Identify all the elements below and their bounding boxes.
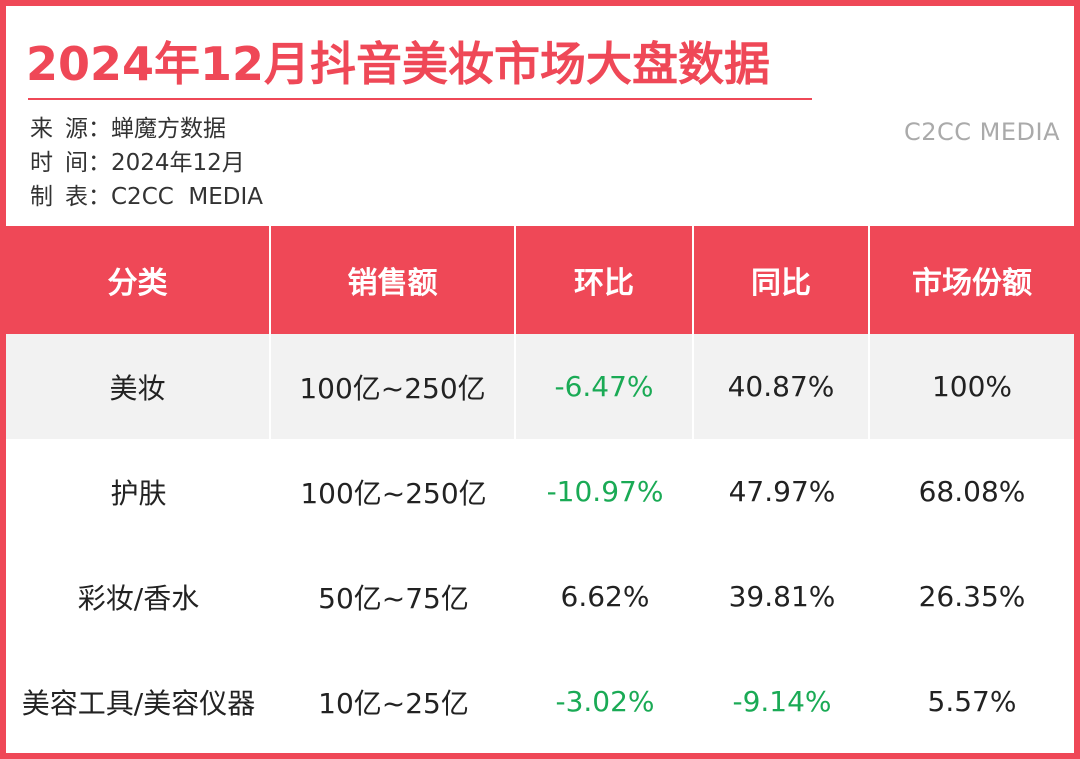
cell-yoy: 39.81% (728, 580, 836, 613)
table-row: 美妆 100亿~250亿 -6.47% 40.87% 100% (6, 334, 1074, 439)
meta-maker-value: C2CC MEDIA (111, 184, 264, 210)
cell-share: 100% (931, 370, 1013, 403)
meta-time: 时间： 2024年12月 (30, 146, 263, 180)
table-row: 护肤 100亿~250亿 -10.97% 47.97% 68.08% (6, 439, 1074, 544)
meta-colon: ： (88, 184, 111, 210)
cell-sales: 10亿~25亿 (318, 686, 469, 720)
table-row: 美容工具/美容仪器 10亿~25亿 -3.02% -9.14% 5.57% (6, 649, 1074, 754)
cell-mom: 6.62% (560, 580, 650, 613)
meta-source-value: 蝉魔方数据 (111, 116, 226, 142)
meta-source-label: 来源 (30, 116, 100, 142)
cell-sales: 50亿~75亿 (318, 581, 469, 615)
meta-maker: 制表： C2CC MEDIA (30, 180, 263, 214)
cell-mom: -6.47% (516, 334, 694, 439)
cell-yoy: 40.87% (694, 334, 870, 439)
header-mom: 环比 (516, 226, 694, 334)
cell-category: 美妆 (6, 334, 271, 439)
cell-category: 美容工具/美容仪器 (21, 686, 256, 720)
cell-sales: 100亿~250亿 (271, 334, 516, 439)
header-sales: 销售额 (271, 226, 516, 334)
cell-category: 护肤 (110, 476, 167, 510)
cell-share: 26.35% (918, 580, 1026, 613)
header-category: 分类 (6, 226, 271, 334)
header-yoy: 同比 (694, 226, 870, 334)
cell-category: 彩妆/香水 (77, 581, 200, 615)
meta-colon: ： (88, 116, 111, 142)
meta-colon: ： (88, 150, 111, 176)
data-table: 分类 销售额 环比 同比 市场份额 美妆 100亿~250亿 -6.47% 40… (6, 226, 1074, 759)
meta-time-label: 时间 (30, 150, 100, 176)
header-share: 市场份额 (912, 266, 1032, 301)
table-row: 彩妆/香水 50亿~75亿 6.62% 39.81% 26.35% (6, 544, 1074, 649)
title-underline (28, 98, 812, 100)
cell-share: 68.08% (918, 475, 1026, 508)
table-header-row: 分类 销售额 环比 同比 市场份额 (6, 226, 1074, 334)
cell-sales: 100亿~250亿 (300, 476, 487, 510)
cell-yoy: 47.97% (728, 475, 836, 508)
meta-source: 来源：蝉魔方数据 (30, 112, 263, 146)
cell-share: 5.57% (927, 685, 1017, 718)
brand-watermark: C2CC MEDIA (903, 118, 1060, 146)
meta-maker-label: 制表 (30, 184, 100, 210)
report-header: 2024年12月抖音美妆市场大盘数据 来源：蝉魔方数据 时间： 2024年12月 … (6, 6, 1074, 226)
cell-mom: -3.02% (555, 685, 655, 718)
page-title: 2024年12月抖音美妆市场大盘数据 (26, 37, 771, 91)
cell-yoy: -9.14% (732, 685, 832, 718)
cell-mom: -10.97% (546, 475, 664, 508)
meta-time-value: 2024年12月 (111, 150, 245, 176)
meta-info: 来源：蝉魔方数据 时间： 2024年12月 制表： C2CC MEDIA (30, 112, 263, 214)
